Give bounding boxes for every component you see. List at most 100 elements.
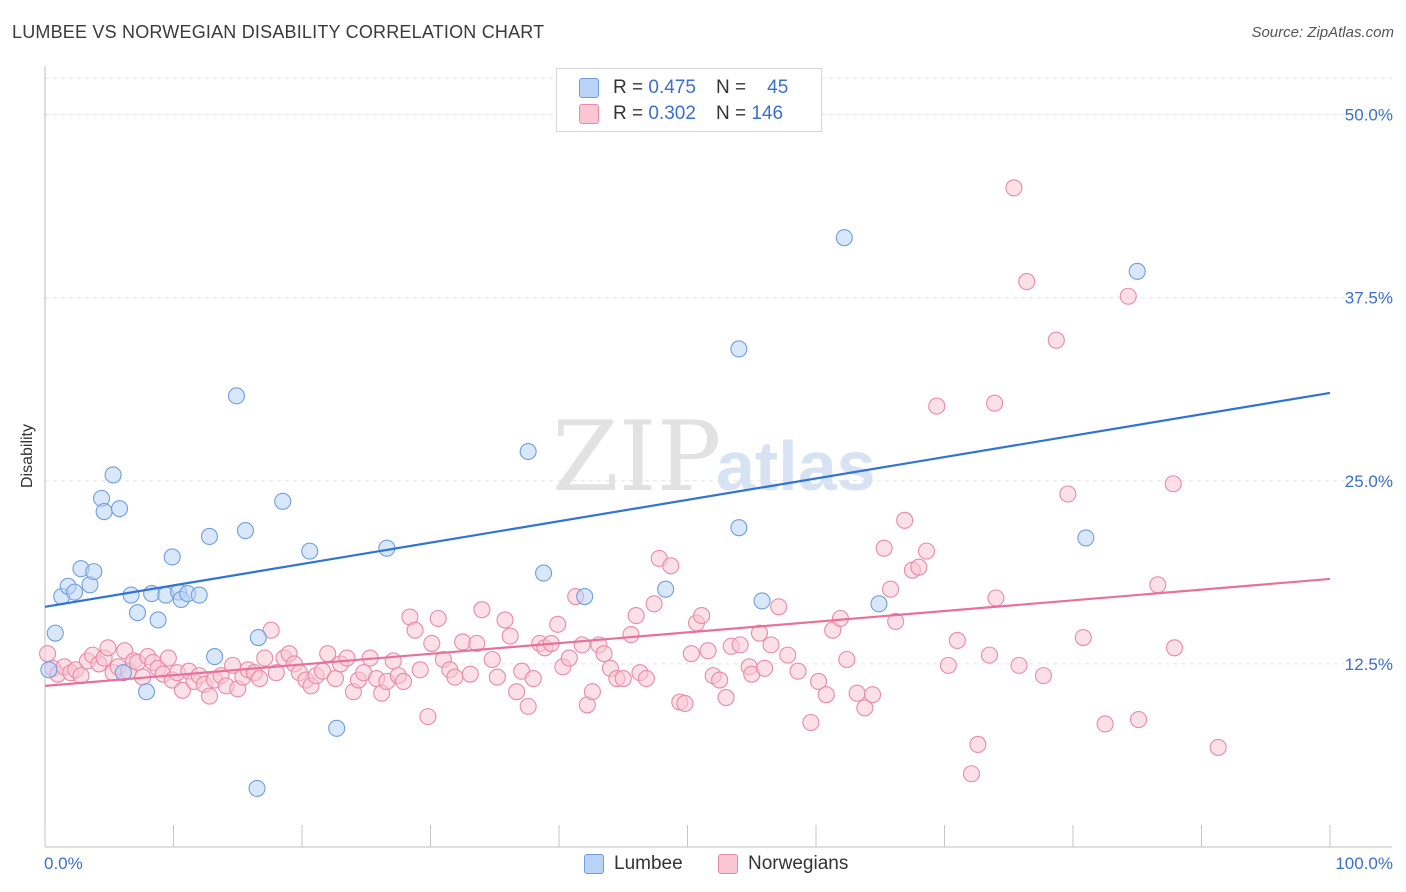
- norwegians-point: [910, 558, 928, 576]
- norwegians-point: [962, 765, 981, 783]
- norwegians-point: [875, 539, 893, 557]
- norwegians-point: [251, 670, 269, 688]
- norwegians-point: [411, 661, 429, 679]
- norwegians-point: [173, 681, 192, 699]
- r-value: 0.302: [648, 103, 696, 124]
- norwegians-point: [762, 636, 780, 654]
- norwegians-point: [802, 713, 820, 732]
- lumbee-point: [519, 442, 537, 461]
- lumbee-point: [122, 586, 140, 604]
- norwegians-point: [622, 626, 640, 644]
- norwegians-point: [779, 646, 797, 664]
- norwegians-point: [1129, 711, 1148, 729]
- norwegians-swatch: [579, 104, 599, 124]
- norwegians-point: [595, 645, 613, 663]
- norwegians-point: [939, 656, 957, 674]
- norwegians-point: [662, 557, 680, 575]
- norwegians-point: [501, 627, 519, 645]
- norwegians-point: [969, 735, 987, 754]
- lumbee-point: [104, 466, 122, 484]
- norwegians-point: [1119, 287, 1137, 305]
- trend-lines: [44, 391, 1331, 687]
- lumbee-swatch: [579, 78, 599, 98]
- norwegians-point: [473, 601, 491, 619]
- lumbee-point: [657, 580, 675, 598]
- lumbee-point: [227, 387, 246, 405]
- norwegians-point: [881, 580, 900, 598]
- norwegians-point: [72, 667, 90, 685]
- norwegians-point: [887, 612, 905, 630]
- axes: [44, 66, 1392, 848]
- norwegians-point: [256, 649, 274, 667]
- norwegians-point: [560, 649, 578, 667]
- chart-title: LUMBEE VS NORWEGIAN DISABILITY CORRELATI…: [12, 22, 545, 42]
- legend-item-norwegians: Norwegians: [718, 852, 848, 876]
- watermark-zip: ZIP: [552, 401, 721, 513]
- watermark: ZIP atlas: [552, 401, 876, 513]
- norwegians-point: [319, 645, 337, 663]
- norwegians-point: [461, 665, 479, 683]
- norwegians-point: [1164, 475, 1182, 493]
- lumbee-point: [114, 664, 132, 682]
- lumbee-point: [163, 548, 181, 566]
- norwegians-point: [549, 615, 567, 633]
- lumbee-swatch: [584, 854, 604, 874]
- norwegians-point: [711, 671, 729, 689]
- norwegians-point: [896, 511, 914, 529]
- norwegians-point: [483, 650, 501, 669]
- norwegians-point: [817, 686, 835, 704]
- norwegians-point: [429, 609, 447, 628]
- norwegians-point: [699, 642, 717, 660]
- lumbee-point: [95, 503, 113, 521]
- norwegians-point: [423, 634, 441, 652]
- lumbee-point: [870, 595, 888, 613]
- norwegians-trend-line: [44, 577, 1331, 687]
- norwegians-point: [627, 607, 645, 625]
- norwegians-point: [789, 662, 807, 680]
- source-label: Source: ZipAtlas.com: [1251, 24, 1394, 41]
- norwegians-point: [986, 394, 1004, 412]
- norwegians-points: [39, 179, 1227, 783]
- lumbee-point: [274, 492, 292, 510]
- norwegians-point: [1047, 331, 1065, 349]
- lumbee-point: [730, 340, 748, 358]
- norwegians-point: [1034, 667, 1052, 685]
- norwegians-point: [614, 670, 632, 688]
- norwegians-point: [488, 668, 506, 686]
- norwegians-point: [856, 699, 874, 717]
- norwegians-point: [1165, 639, 1184, 657]
- norwegians-point: [454, 633, 472, 651]
- n-label: N =: [715, 77, 747, 98]
- grid-lines: [45, 77, 1392, 665]
- norwegians-point: [496, 611, 514, 629]
- lumbee-point: [149, 611, 167, 629]
- norwegians-point: [750, 624, 769, 642]
- y-tick-label: 25.0%: [1345, 472, 1393, 491]
- lumbee-point: [248, 779, 266, 797]
- norwegians-point: [1010, 656, 1028, 674]
- norwegians-point: [419, 708, 437, 726]
- norwegians-point: [262, 621, 280, 639]
- norwegians-point: [1149, 576, 1167, 594]
- lumbee-point: [66, 583, 84, 601]
- norwegians-point: [159, 649, 177, 667]
- y-tick-label: 50.0%: [1345, 106, 1393, 125]
- norwegians-point: [338, 649, 356, 667]
- norwegians-point: [446, 668, 464, 686]
- norwegians-point: [1005, 179, 1023, 197]
- norwegians-point: [693, 607, 711, 625]
- norwegians-point: [770, 598, 788, 616]
- norwegians-point: [200, 687, 219, 705]
- lumbee-point: [128, 604, 147, 622]
- watermark-atlas: atlas: [716, 427, 876, 505]
- norwegians-point: [99, 639, 117, 657]
- norwegians-point: [1074, 628, 1092, 647]
- lumbee-points: [40, 229, 1146, 797]
- norwegians-point: [524, 670, 542, 688]
- norwegians-point: [468, 634, 486, 652]
- lumbee-point: [137, 683, 156, 701]
- norwegians-point: [394, 672, 413, 691]
- norwegians-point: [406, 621, 424, 639]
- y-tick-label: 12.5%: [1345, 655, 1393, 674]
- lumbee-point: [190, 586, 208, 604]
